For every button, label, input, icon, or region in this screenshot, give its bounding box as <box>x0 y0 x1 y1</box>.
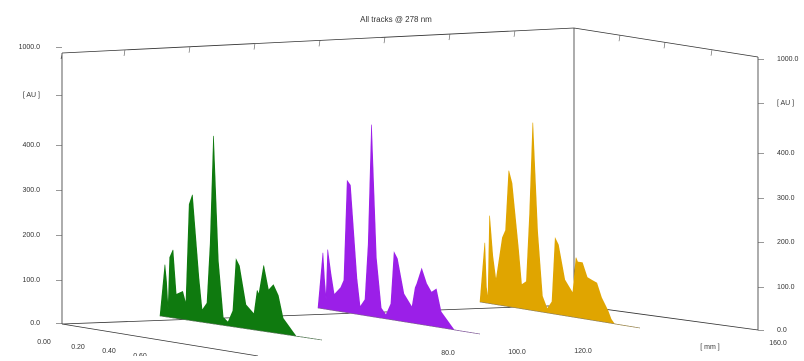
top-tick <box>448 34 451 41</box>
track-1 <box>159 135 323 341</box>
base-back-edge <box>61 304 575 325</box>
top-tick <box>188 46 191 53</box>
top-tick <box>123 49 126 56</box>
right-tick-label: 200.0 <box>777 239 795 246</box>
left-tick-label: [ AU ] <box>23 92 40 99</box>
left-tick-label: 1000.0 <box>19 44 41 51</box>
track-3-baseline <box>479 301 641 329</box>
right-tick-label: 1000.0 <box>777 56 799 63</box>
top-tick <box>513 30 516 37</box>
x-tick-label: 80.0 <box>441 350 455 356</box>
top-tick <box>318 40 321 47</box>
left-y-ticks: 0.0 100.0 200.0 300.0 400.0 [ AU ] 1000.0 <box>19 44 62 327</box>
track-1-baseline <box>159 315 323 341</box>
track-1-area <box>159 135 323 341</box>
top-tick <box>710 49 713 56</box>
right-tick-label: [ AU ] <box>777 100 794 107</box>
x-tick-label: [ mm ] <box>700 344 719 351</box>
top-tick <box>618 35 621 42</box>
right-tick-label: 300.0 <box>777 195 795 202</box>
right-tick-label: 400.0 <box>777 150 795 157</box>
left-tick-label: 0.0 <box>30 320 40 327</box>
x-tick-label: 160.0 <box>769 340 787 347</box>
x-ticks: 80.0 100.0 120.0 [ mm ] 160.0 <box>441 340 787 357</box>
top-tick <box>663 42 666 49</box>
left-tick-label: 100.0 <box>22 277 40 284</box>
left-tick-label: 200.0 <box>22 232 40 239</box>
left-tick-label: 400.0 <box>22 142 40 149</box>
top-back-edge <box>61 27 575 54</box>
right-tick-label: 0.0 <box>777 327 787 334</box>
tracks <box>159 122 641 341</box>
right-tick-label: 100.0 <box>777 284 795 291</box>
depth-tick-label: 0.40 <box>102 348 116 355</box>
x-tick-label: 100.0 <box>508 349 526 356</box>
right-y-ticks: 0.0 100.0 200.0 300.0 400.0 [ AU ] 1000.0 <box>758 56 799 334</box>
x-tick-label: 120.0 <box>574 348 592 355</box>
track-2-area <box>317 124 481 335</box>
top-tick <box>60 52 63 60</box>
left-tick-label: 300.0 <box>22 187 40 194</box>
depth-tick-label: 0.00 <box>37 339 51 346</box>
depth-tick-label: 0.20 <box>71 344 85 351</box>
right-top-edge <box>573 27 759 58</box>
track-2 <box>317 124 481 335</box>
depth-axis <box>61 323 259 357</box>
top-edge-ticks <box>60 30 713 60</box>
top-tick <box>383 37 386 44</box>
top-tick <box>253 43 256 50</box>
depth-ticks: 0.000.200.400.60 <box>37 339 147 360</box>
chart-title: All tracks @ 278 nm <box>360 15 432 24</box>
track-2-baseline <box>317 307 481 335</box>
track-3-area <box>479 122 641 329</box>
track-3 <box>479 122 641 329</box>
